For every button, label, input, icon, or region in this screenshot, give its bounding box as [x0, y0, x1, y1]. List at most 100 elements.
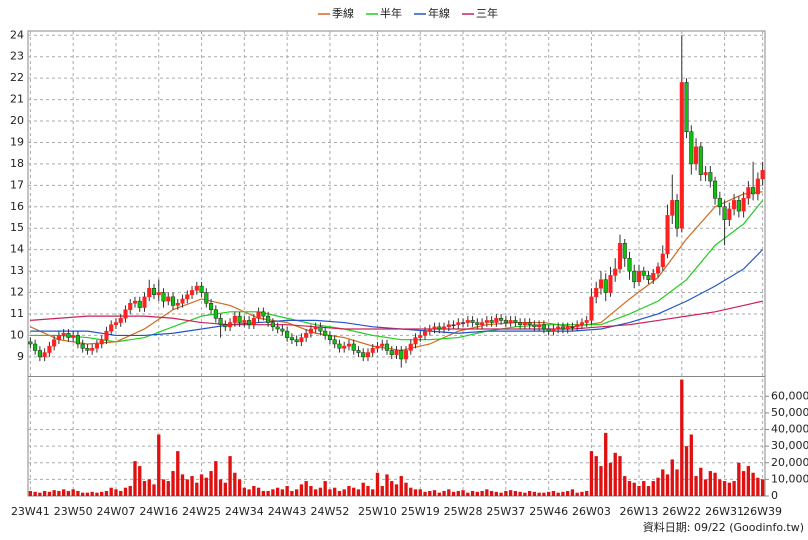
candle-body: [375, 345, 380, 349]
candle-body: [556, 326, 561, 330]
candle-body: [37, 350, 42, 358]
candle-body: [422, 330, 428, 336]
volume-bar: [352, 487, 356, 496]
volume-bar: [114, 489, 118, 496]
volume-bar: [499, 492, 503, 496]
candle-body: [627, 257, 632, 272]
candle-body: [684, 82, 689, 133]
candle-body: [308, 328, 313, 334]
candle-body: [394, 350, 399, 355]
candle-body: [708, 172, 713, 182]
candle-body: [760, 170, 765, 180]
volume-bar: [746, 466, 751, 496]
volume-bar: [380, 486, 384, 496]
volume-bar: [38, 492, 42, 496]
volume-bar: [618, 456, 622, 496]
candle-body: [313, 326, 318, 330]
candle-body: [47, 345, 52, 353]
volume-bar: [223, 482, 227, 496]
volume-bar: [404, 482, 408, 496]
candle-body: [285, 330, 290, 338]
volume-bar: [33, 491, 37, 496]
volume-bar: [513, 491, 518, 496]
volume-bar: [294, 489, 299, 496]
volume-bar: [123, 487, 128, 496]
volume-bar: [461, 490, 465, 496]
candle-body: [537, 324, 542, 328]
volume-bar: [90, 491, 94, 496]
volume-bar: [518, 491, 522, 496]
volume-bar: [585, 491, 589, 496]
candle-body: [575, 324, 580, 328]
candle-body: [294, 339, 299, 343]
candle-body: [356, 350, 361, 353]
volume-bar: [323, 481, 327, 496]
legend-label: 季線: [332, 6, 354, 20]
volume-bar: [256, 487, 261, 496]
volume-bar: [337, 491, 342, 496]
y2-tick-label: 20,000: [771, 456, 808, 469]
volume-bar: [542, 492, 546, 496]
x-tick-label: 25W37: [486, 505, 525, 518]
volume-bar: [176, 451, 180, 496]
volume-bar: [314, 489, 318, 496]
y-tick-label: 19: [10, 135, 24, 148]
volume-bar: [651, 481, 655, 496]
volume-bar: [613, 452, 617, 496]
volume-bar: [356, 489, 361, 496]
volume-bar: [551, 491, 556, 496]
candle-body: [679, 82, 684, 229]
volume-bar: [475, 491, 479, 496]
candle-body: [323, 330, 328, 336]
candle-body: [304, 333, 309, 338]
volume-bar: [623, 476, 627, 496]
candle-body: [670, 200, 675, 216]
candle-body: [727, 208, 732, 220]
candle-body: [189, 290, 195, 295]
volume-bar: [342, 489, 346, 496]
candle-body: [232, 315, 237, 323]
candle-body: [722, 206, 727, 220]
candle-body: [361, 352, 366, 358]
candle-body: [242, 320, 247, 323]
candle-body: [342, 345, 347, 349]
volume-bar: [637, 486, 641, 496]
y-tick-label: 16: [10, 200, 24, 213]
volume-bar: [204, 477, 208, 496]
volume-bar: [718, 479, 722, 496]
volume-bar: [85, 492, 90, 496]
candle-body: [251, 318, 256, 325]
y2-tick-label: 50,000: [771, 406, 808, 419]
volume-bar: [751, 472, 755, 496]
volume-bar: [409, 487, 413, 496]
candle-body: [589, 296, 594, 321]
volume-bar: [604, 432, 608, 496]
volume-bar: [456, 491, 460, 496]
volume-bar: [689, 434, 693, 496]
y-tick-label: 20: [10, 114, 24, 127]
x-tick-label: 24W43: [268, 505, 307, 518]
candle-body: [508, 320, 513, 323]
candle-body: [746, 187, 751, 199]
candle-body: [594, 288, 599, 298]
volume-bar: [228, 456, 232, 496]
candle-body: [299, 337, 304, 343]
candle-body: [665, 215, 670, 255]
candle-body: [570, 326, 575, 329]
volume-bar: [166, 481, 170, 496]
x-tick-label: 25W46: [529, 505, 568, 518]
candle-body: [266, 315, 271, 323]
y-tick-label: 17: [10, 178, 24, 191]
volume-bar: [266, 491, 270, 496]
volume-bar: [594, 456, 598, 496]
candle-body: [156, 292, 161, 295]
volume-bar: [527, 491, 532, 496]
candle-body: [351, 343, 356, 351]
volume-bar: [138, 466, 142, 496]
candle-body: [651, 272, 656, 280]
x-tick-label: 25W10: [358, 505, 397, 518]
volume-bar: [394, 484, 399, 496]
volume-bar: [546, 491, 551, 496]
source-note: 資料日期: 09/22 (Goodinfo.tw): [643, 520, 804, 534]
volume-bar: [656, 477, 660, 496]
